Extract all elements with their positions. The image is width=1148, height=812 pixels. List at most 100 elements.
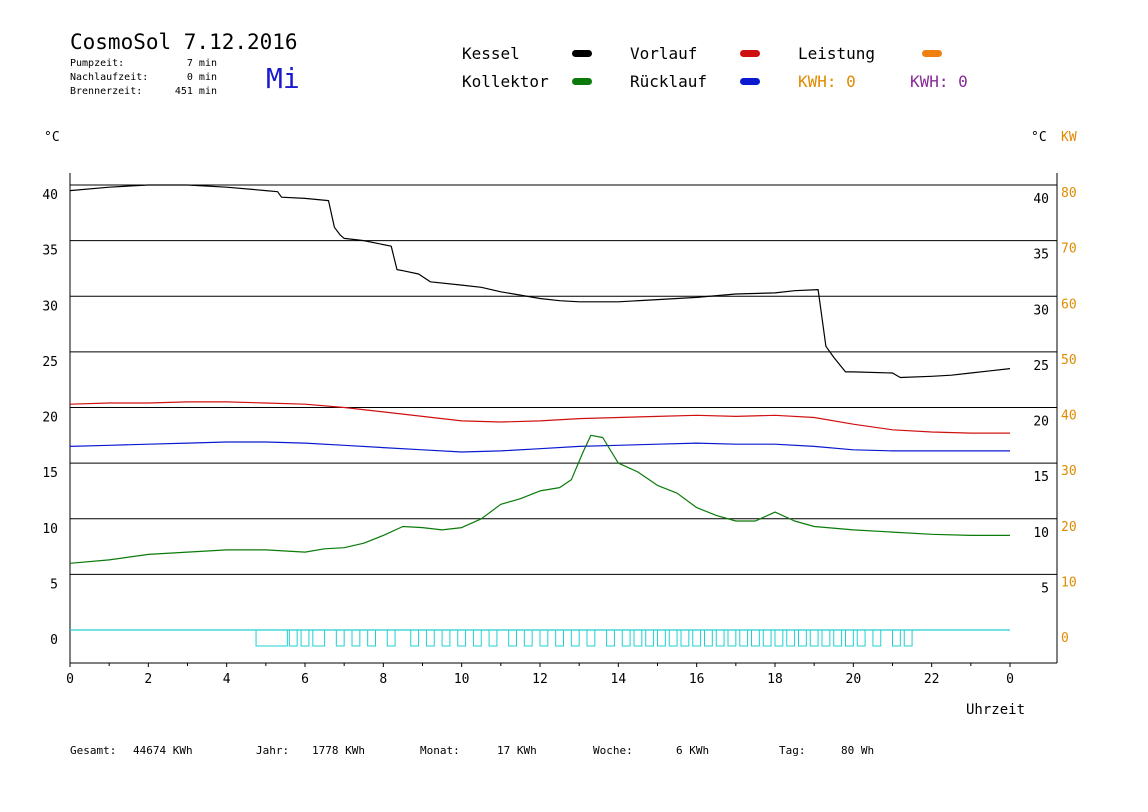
pump-interval-40 — [845, 629, 854, 647]
pump-interval-1 — [288, 629, 298, 647]
legend-vorlauf-label: Vorlauf — [630, 44, 698, 63]
pump-interval-2 — [300, 629, 310, 647]
x-tick-3: 6 — [301, 672, 309, 687]
x-tick-1: 2 — [144, 672, 152, 687]
pumpzeit-label: Pumpzeit: — [70, 58, 125, 69]
pump-interval-31 — [739, 629, 749, 647]
pump-interval-35 — [786, 629, 796, 647]
y-tick-left-15: 15 — [42, 466, 58, 481]
y-tick-right-kw-70: 70 — [1061, 242, 1077, 257]
pump-interval-9 — [425, 629, 435, 647]
pump-interval-18 — [570, 629, 580, 647]
y-tick-right-c-15: 15 — [1033, 470, 1049, 485]
pump-interval-17 — [555, 629, 565, 647]
x-tick-10: 20 — [846, 672, 862, 687]
pump-interval-42 — [872, 629, 882, 647]
y-tick-left-20: 20 — [42, 411, 58, 426]
y-tick-right-c-35: 35 — [1033, 248, 1049, 263]
pump-interval-15 — [523, 629, 533, 647]
pump-interval-7 — [386, 629, 396, 647]
legend-leistung-swatch — [922, 50, 942, 57]
footer-monat-label: Monat: — [420, 744, 460, 757]
pump-interval-22 — [633, 629, 643, 647]
pump-interval-29 — [715, 629, 725, 647]
y-tick-right-kw-50: 50 — [1061, 353, 1077, 368]
y-tick-right-c-20: 20 — [1033, 415, 1049, 430]
pump-interval-16 — [539, 629, 549, 647]
x-tick-11: 22 — [924, 672, 940, 687]
weekday-label: Mi — [266, 62, 300, 95]
footer-jahr-label: Jahr: — [256, 744, 290, 757]
x-tick-6: 12 — [532, 672, 548, 687]
pumpzeit-value: 7 min — [186, 58, 217, 69]
pump-interval-24 — [657, 629, 666, 647]
legend-kessel-swatch — [572, 50, 592, 57]
x-tick-7: 14 — [611, 672, 627, 687]
legend-ruecklauf-label: Rücklauf — [630, 72, 708, 91]
footer-gesamt-value: 44674 KWh — [133, 744, 193, 757]
pump-interval-4 — [335, 629, 345, 647]
pump-interval-32 — [751, 629, 760, 647]
legend-kollektor-swatch — [572, 78, 592, 85]
pump-interval-19 — [586, 629, 596, 647]
x-tick-9: 18 — [767, 672, 783, 687]
kwh-purple-label: KWH: 0 — [910, 72, 968, 91]
y-tick-left-30: 30 — [42, 299, 58, 314]
legend-ruecklauf-swatch — [740, 78, 760, 85]
y-tick-right-c-30: 30 — [1033, 303, 1049, 318]
chart-title: CosmoSol 7.12.2016 — [70, 30, 298, 54]
y-tick-right-c-25: 25 — [1033, 359, 1049, 374]
pump-interval-37 — [809, 629, 819, 647]
pump-interval-43 — [892, 629, 901, 647]
footer-woche-value: 6 KWh — [676, 744, 710, 757]
pump-interval-8 — [410, 629, 420, 647]
x-tick-8: 16 — [689, 672, 705, 687]
pump-activity — [70, 629, 1010, 647]
pump-interval-12 — [472, 629, 482, 647]
pump-interval-27 — [692, 629, 702, 647]
y-tick-right-c-10: 10 — [1033, 526, 1049, 541]
y-tick-right-kw-80: 80 — [1061, 186, 1077, 201]
footer-gesamt-label: Gesamt: — [70, 744, 117, 757]
pump-interval-28 — [704, 629, 713, 647]
y-tick-left-35: 35 — [42, 244, 58, 259]
series-line-vorlauf — [69, 401, 1010, 434]
x-tick-5: 10 — [454, 672, 470, 687]
chart-grid — [70, 184, 1057, 575]
series-line-kessel — [69, 184, 1011, 379]
footer-tag-value: 80 Wh — [841, 744, 875, 757]
chart-axes — [69, 173, 1058, 664]
pump-interval-6 — [367, 629, 376, 647]
y-tick-right-kw-0: 0 — [1061, 631, 1069, 646]
brennerzeit-label: Brennerzeit: — [70, 86, 143, 97]
footer-tag-label: Tag: — [779, 744, 806, 757]
x-axis-label: Uhrzeit — [966, 702, 1026, 718]
y-tick-right-kw-60: 60 — [1061, 297, 1077, 312]
pump-interval-23 — [645, 629, 655, 647]
y-tick-right-kw-40: 40 — [1061, 409, 1077, 424]
pump-interval-3 — [312, 629, 326, 647]
legend-leistung-label: Leistung — [798, 44, 876, 63]
y-tick-left-0: 0 — [50, 633, 58, 648]
footer-woche-label: Woche: — [593, 744, 633, 757]
y-tick-right-c-5: 5 — [1041, 581, 1049, 596]
y-tick-right-kw-20: 20 — [1061, 520, 1077, 535]
nachlaufzeit-label: Nachlaufzeit: — [70, 72, 149, 83]
x-tick-4: 8 — [379, 672, 387, 687]
pump-interval-13 — [488, 629, 498, 647]
nachlaufzeit-value: 0 min — [186, 72, 217, 83]
pump-interval-30 — [727, 629, 737, 647]
kwh-orange-label: KWH: 0 — [798, 72, 856, 91]
left-axis-unit: °C — [44, 130, 60, 145]
pump-interval-44 — [903, 629, 913, 647]
series-line-rücklauf — [69, 441, 1010, 453]
y-tick-right-kw-30: 30 — [1061, 464, 1077, 479]
legend-kollektor-label: Kollektor — [462, 72, 549, 91]
x-tick-2: 4 — [223, 672, 231, 687]
x-tick-12: 0 — [1006, 672, 1014, 687]
x-tick-0: 0 — [66, 672, 74, 687]
pump-interval-21 — [621, 629, 631, 647]
right-axis-unit-celsius: °C — [1031, 130, 1047, 145]
pump-interval-20 — [606, 629, 615, 647]
